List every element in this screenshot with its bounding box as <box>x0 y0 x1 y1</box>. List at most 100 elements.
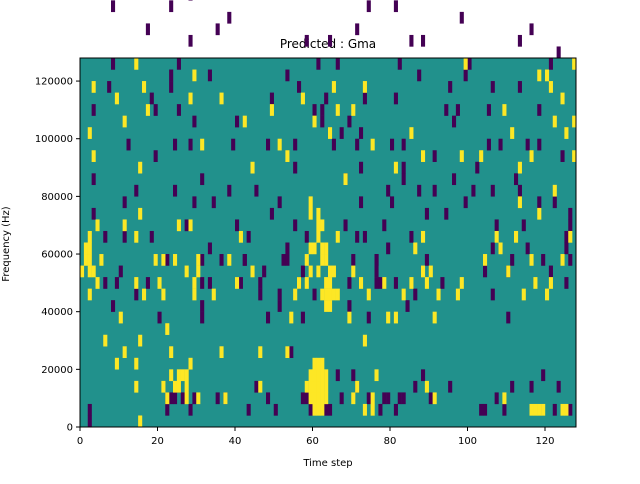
heatmap-cell-low <box>293 161 298 174</box>
heatmap-cell-high <box>560 254 565 266</box>
heatmap-cell-high <box>370 392 375 405</box>
heatmap-cell-low <box>169 392 174 405</box>
heatmap-cell-high <box>134 230 139 243</box>
heatmap-cell-high <box>409 127 414 139</box>
heatmap-cell-low <box>537 104 542 116</box>
heatmap-cell-low <box>134 288 139 301</box>
heatmap-cell-high <box>537 207 542 220</box>
heatmap-cell-low <box>87 403 92 416</box>
heatmap-cell-low <box>122 230 127 243</box>
heatmap-cell-high <box>324 254 329 266</box>
heatmap-cell-low <box>366 0 371 13</box>
x-tick-label: 80 <box>384 436 397 447</box>
heatmap-cell-high <box>517 161 522 174</box>
heatmap-cell-low <box>502 403 507 416</box>
heatmap-cell-high <box>533 277 538 289</box>
heatmap-cell-low <box>452 115 457 128</box>
heatmap-cell-high <box>316 265 321 278</box>
heatmap-cell-high <box>312 403 317 416</box>
heatmap-cell-low <box>475 161 480 174</box>
heatmap-cell-low <box>300 392 305 405</box>
heatmap-cell-low <box>529 23 534 36</box>
heatmap-cell-low <box>444 207 449 220</box>
heatmap-cell-high <box>87 127 92 139</box>
heatmap-cell-low <box>421 34 426 47</box>
heatmap-cell-low <box>145 23 150 36</box>
heatmap-cell-low <box>328 403 333 416</box>
heatmap-cell-high <box>529 254 534 266</box>
heatmap-cell-low <box>560 150 565 162</box>
heatmap-cell-low <box>541 254 546 266</box>
heatmap-cell-low <box>366 392 371 405</box>
heatmap-cell-high <box>483 254 488 266</box>
heatmap-cell-low <box>525 242 530 255</box>
heatmap-cell-low <box>347 300 352 312</box>
heatmap-cell-high <box>432 311 437 324</box>
heatmap-cell-high <box>572 150 577 162</box>
heatmap-cell-low <box>211 196 216 209</box>
y-axis-label: Frequency (Hz) <box>1 206 12 282</box>
heatmap-cell-low <box>483 265 488 278</box>
heatmap-cell-low <box>556 46 561 59</box>
heatmap-cell-high <box>184 380 189 393</box>
heatmap-cell-high <box>219 92 224 105</box>
x-tick-label: 0 <box>77 436 83 447</box>
heatmap-cell-low <box>393 277 398 289</box>
heatmap-cell-low <box>552 196 557 209</box>
heatmap-cell-low <box>362 92 367 105</box>
heatmap-cell-high <box>320 392 325 405</box>
heatmap-cell-high <box>320 242 325 255</box>
heatmap-cell-low <box>521 219 526 232</box>
heatmap-cell-low <box>103 277 108 289</box>
heatmap-cell-high <box>370 403 375 416</box>
heatmap-cell-high <box>537 403 542 416</box>
heatmap-cell-high <box>393 311 398 324</box>
heatmap-cell-low <box>188 138 193 151</box>
heatmap-cell-low <box>207 242 212 255</box>
heatmap-cell-low <box>273 403 278 416</box>
heatmap-cell-low <box>242 254 247 266</box>
heatmap-cell-high <box>324 242 329 255</box>
heatmap-cell-low <box>207 69 212 82</box>
heatmap-cell-high <box>548 277 553 289</box>
heatmap-cell-high <box>91 150 96 162</box>
heatmap-cell-low <box>207 277 212 289</box>
heatmap-cell-high <box>223 392 228 405</box>
heatmap-cell-high <box>188 219 193 232</box>
heatmap-cell-high <box>459 277 464 289</box>
heatmap-cell-low <box>324 403 329 416</box>
heatmap-cell-high <box>87 288 92 301</box>
heatmap-cell-high <box>161 288 166 301</box>
heatmap-cell-high <box>192 288 197 301</box>
heatmap-cell-low <box>556 380 561 393</box>
heatmap-cell-low <box>382 219 387 232</box>
y-tick-label: 80000 <box>41 192 73 203</box>
heatmap-cell-low <box>266 392 271 405</box>
heatmap-cell-high <box>529 403 534 416</box>
heatmap-cell-high <box>502 392 507 405</box>
heatmap-cell-low <box>227 11 232 24</box>
heatmap-cell-high <box>316 207 321 220</box>
heatmap-cell-high <box>184 265 189 278</box>
heatmap-cell-low <box>359 196 364 209</box>
heatmap-cell-low <box>413 380 418 393</box>
heatmap-cell-low <box>568 403 573 416</box>
y-tick-label: 120000 <box>35 77 73 88</box>
heatmap-cell-low <box>568 254 573 266</box>
heatmap-cell-low <box>525 138 530 151</box>
heatmap-cell-high <box>393 161 398 174</box>
heatmap-cell-high <box>308 242 313 255</box>
heatmap-cell-low <box>548 58 553 70</box>
heatmap-cell-low <box>347 115 352 128</box>
heatmap-cell-high <box>80 265 85 278</box>
heatmap-cell-low <box>111 300 116 312</box>
heatmap-cell-high <box>436 288 441 301</box>
heatmap-cell-low <box>490 184 495 197</box>
heatmap-cell-low <box>269 92 274 105</box>
heatmap-cell-high <box>161 380 166 393</box>
heatmap-cell-high <box>359 277 364 289</box>
heatmap-cell-low <box>510 380 515 393</box>
heatmap-cell-high <box>235 277 240 289</box>
heatmap-cell-low <box>200 254 205 266</box>
heatmap-cell-low <box>320 104 325 116</box>
